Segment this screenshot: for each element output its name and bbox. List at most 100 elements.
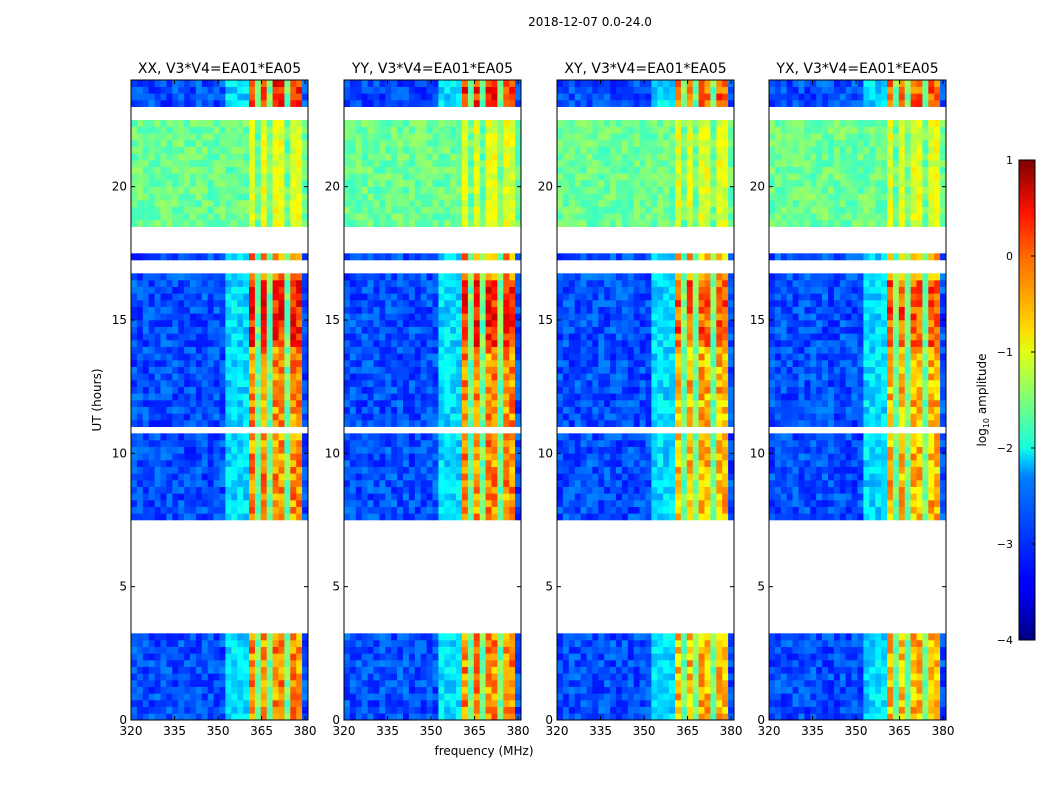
spectrogram-cell (266, 120, 273, 127)
spectrogram-cell (278, 460, 285, 467)
spectrogram-cell (467, 320, 475, 327)
spectrogram-cell (616, 646, 623, 654)
spectrogram-cell (621, 473, 629, 481)
spectrogram-cell (450, 333, 457, 341)
spectrogram-cell (249, 140, 256, 147)
spectrogram-cell (219, 286, 226, 294)
spectrogram-cell (131, 93, 138, 101)
spectrogram-cell (391, 633, 398, 641)
spectrogram-cell (467, 306, 475, 314)
spectrogram-cell (604, 506, 611, 514)
spectrogram-cell (284, 140, 291, 147)
spectrogram-cell (639, 700, 646, 707)
spectrogram-cell (344, 706, 351, 714)
spectrogram-cell (426, 146, 433, 154)
spectrogram-cell (237, 460, 244, 467)
spectrogram-cell (645, 646, 652, 654)
spectrogram-cell (207, 500, 214, 507)
spectrogram-cell (266, 380, 273, 387)
spectrogram-cell (426, 646, 433, 654)
spectrogram-cell (704, 453, 711, 461)
spectrogram-cell (420, 386, 427, 394)
spectrogram-cell (485, 306, 492, 314)
spectrogram-cell (467, 413, 475, 421)
spectrogram-cell (154, 306, 161, 314)
spectrogram-cell (148, 93, 155, 101)
spectrogram-cell (669, 480, 676, 487)
spectrogram-cell (456, 713, 463, 721)
spectrogram-cell (491, 140, 498, 147)
spectrogram-cell (249, 446, 256, 454)
spectrogram-cell (414, 513, 421, 521)
spectrogram-cell (272, 133, 279, 141)
spectrogram-cell (391, 220, 398, 227)
y-tick-label: 10 (112, 446, 127, 460)
spectrogram-cell (509, 333, 516, 341)
spectrogram-cell (290, 373, 297, 381)
spectrogram-cell (645, 686, 652, 694)
spectrogram-cell (249, 440, 256, 447)
spectrogram-cell (278, 280, 285, 287)
spectrogram-cell (491, 453, 498, 461)
spectrogram-cell (178, 333, 185, 341)
spectrogram-cell (403, 166, 410, 174)
spectrogram-cell (414, 93, 421, 101)
spectrogram-cell (284, 366, 291, 374)
spectrogram-cell (272, 313, 279, 321)
spectrogram-cell (195, 493, 203, 501)
spectrogram-cell (385, 480, 392, 487)
spectrogram-cell (515, 326, 522, 334)
spectrogram-cell (290, 686, 297, 694)
spectrogram-cell (225, 286, 232, 294)
spectrogram-cell (172, 93, 179, 101)
spectrogram-cell (515, 640, 522, 647)
spectrogram-cell (568, 706, 575, 714)
spectrogram-cell (450, 666, 457, 674)
spectrogram-cell (456, 700, 463, 707)
spectrogram-cell (219, 93, 226, 101)
spectrogram-cell (467, 146, 475, 154)
spectrogram-cell (432, 713, 439, 721)
spectrogram-cell (568, 480, 575, 487)
spectrogram-cell (385, 200, 392, 207)
spectrogram-cell (195, 433, 203, 441)
spectrogram-cell (302, 253, 309, 261)
spectrogram-cell (467, 633, 475, 641)
spectrogram-cell (444, 193, 451, 201)
spectrogram-cell (237, 133, 244, 141)
spectrogram-cell (225, 500, 232, 507)
spectrogram-cell (284, 340, 291, 347)
spectrogram-cell (503, 306, 510, 314)
spectrogram-cell (426, 326, 433, 334)
spectrogram-cell (680, 460, 688, 467)
spectrogram-cell (610, 453, 617, 461)
spectrogram-cell (172, 206, 179, 214)
spectrogram-cell (438, 686, 445, 694)
spectrogram-cell (479, 166, 486, 174)
spectrogram-cell (426, 380, 433, 387)
y-tick-label: 0 (119, 713, 127, 727)
spectrogram-cell (497, 686, 504, 694)
spectrogram-cell (692, 660, 699, 667)
spectrogram-cell (438, 466, 445, 474)
spectrogram-cell (237, 153, 244, 161)
spectrogram-cell (243, 166, 250, 174)
spectrogram-cell (373, 293, 380, 301)
spectrogram-cell (497, 480, 504, 487)
spectrogram-cell (148, 360, 155, 367)
spectrogram-cell (201, 146, 208, 154)
spectrogram-cell (515, 693, 522, 701)
spectrogram-cell (178, 500, 185, 507)
spectrogram-cell (574, 700, 581, 707)
spectrogram-cell (190, 686, 197, 694)
spectrogram-cell (361, 480, 368, 487)
spectrogram-cell (166, 120, 173, 127)
spectrogram-cell (290, 346, 297, 354)
spectrogram-cell (160, 220, 167, 227)
spectrogram-cell (403, 486, 410, 494)
spectrogram-cell (479, 360, 486, 367)
spectrogram-cell (260, 346, 267, 354)
spectrogram-cell (184, 193, 191, 201)
spectrogram-cell (503, 700, 510, 707)
spectrogram-cell (438, 413, 445, 421)
